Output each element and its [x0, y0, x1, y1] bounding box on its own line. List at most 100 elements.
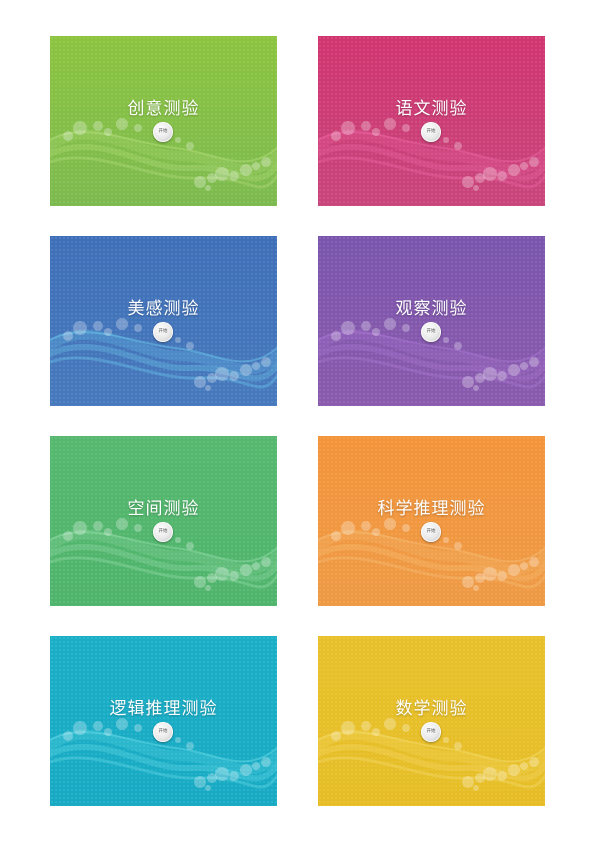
card-spatial-test[interactable]: 空间测验 开始 — [50, 436, 277, 606]
bubble — [508, 364, 520, 376]
bubble — [252, 162, 260, 170]
wave-line — [318, 131, 545, 163]
bubble — [341, 721, 355, 735]
wave-line — [50, 356, 277, 389]
bubble — [186, 742, 194, 750]
bubble — [462, 576, 474, 588]
wave-line — [50, 731, 277, 763]
bubble — [134, 324, 142, 332]
bubble — [194, 376, 206, 388]
bubble — [508, 764, 520, 776]
wave-line — [318, 556, 545, 589]
wave-line — [50, 743, 277, 782]
start-button[interactable]: 开始 — [153, 522, 173, 542]
bubble — [63, 531, 73, 541]
bubble — [462, 376, 474, 388]
bubble — [520, 562, 528, 570]
dot-pattern — [318, 636, 545, 806]
card-title: 美感测验 — [127, 299, 200, 319]
bubble — [331, 731, 341, 741]
wave-line — [318, 729, 545, 775]
start-button[interactable]: 开始 — [153, 122, 173, 142]
bubble — [261, 757, 271, 767]
card-chinese-test[interactable]: 语文测验 开始 — [318, 36, 545, 206]
bubble — [529, 357, 539, 367]
bubble — [63, 131, 73, 141]
bubble — [361, 721, 371, 731]
bubble — [240, 764, 252, 776]
card-creativity-test[interactable]: 创意测验 开始 — [50, 36, 277, 206]
bubble — [194, 776, 206, 788]
card-observation-test[interactable]: 观察测验 开始 — [318, 236, 545, 406]
bubble — [520, 762, 528, 770]
wave-line — [318, 331, 545, 363]
bubble — [497, 571, 507, 581]
wave-line — [50, 343, 277, 382]
bubble — [402, 124, 410, 132]
start-button[interactable]: 开始 — [421, 322, 441, 342]
dot-pattern — [318, 236, 545, 406]
start-button[interactable]: 开始 — [421, 722, 441, 742]
card-title: 创意测验 — [127, 99, 200, 119]
wave-line — [50, 129, 277, 175]
bubble — [341, 521, 355, 535]
card-science-reasoning-test[interactable]: 科学推理测验 开始 — [318, 436, 545, 606]
bubble — [73, 121, 87, 135]
wave-line — [318, 731, 545, 763]
bubble — [508, 564, 520, 576]
bubble — [175, 537, 181, 543]
bubble — [261, 557, 271, 567]
wave-line — [318, 356, 545, 389]
bubble — [240, 164, 252, 176]
bubble — [483, 767, 497, 781]
bubble — [215, 367, 229, 381]
bubble — [341, 321, 355, 335]
wave-decoration — [50, 718, 277, 791]
card-logic-reasoning-test[interactable]: 逻辑推理测验 开始 — [50, 636, 277, 806]
start-button[interactable]: 开始 — [421, 522, 441, 542]
bubble — [205, 185, 211, 191]
bubble — [215, 567, 229, 581]
wave-line — [318, 543, 545, 582]
wave-decoration — [318, 718, 545, 791]
bubble — [116, 118, 128, 130]
bubble — [331, 131, 341, 141]
wave-line — [318, 156, 545, 189]
bubble — [454, 342, 462, 350]
bubble — [520, 162, 528, 170]
dot-pattern — [318, 436, 545, 606]
card-background — [318, 236, 545, 406]
card-aesthetics-test[interactable]: 美感测验 开始 — [50, 236, 277, 406]
wave-decoration — [318, 518, 545, 591]
wave-line — [50, 143, 277, 182]
card-title: 观察测验 — [395, 299, 468, 319]
bubble — [529, 157, 539, 167]
start-button[interactable]: 开始 — [153, 722, 173, 742]
card-background — [50, 436, 277, 606]
bubble — [475, 573, 485, 583]
start-button[interactable]: 开始 — [421, 122, 441, 142]
bubble — [473, 785, 479, 791]
bubble — [93, 721, 103, 731]
card-math-test[interactable]: 数学测验 开始 — [318, 636, 545, 806]
wave-decoration — [50, 518, 277, 591]
wave-line — [50, 556, 277, 589]
wave-decoration — [50, 318, 277, 391]
bubble — [207, 173, 217, 183]
start-button[interactable]: 开始 — [153, 322, 173, 342]
wave-line — [50, 131, 277, 163]
bubble — [205, 385, 211, 391]
bubble — [402, 324, 410, 332]
bubble — [261, 157, 271, 167]
bubble — [443, 337, 449, 343]
bubble — [473, 585, 479, 591]
bubble — [462, 176, 474, 188]
card-background — [318, 36, 545, 206]
bubble — [229, 771, 239, 781]
bubble — [252, 562, 260, 570]
bubble — [186, 142, 194, 150]
bubble — [205, 785, 211, 791]
bubble — [497, 771, 507, 781]
bubble — [215, 167, 229, 181]
bubble — [443, 537, 449, 543]
